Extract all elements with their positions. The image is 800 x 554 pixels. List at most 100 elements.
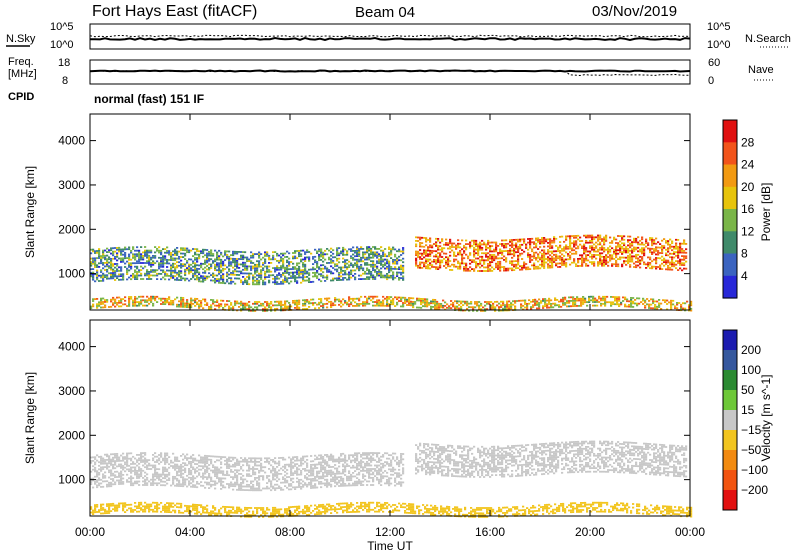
echo-cell <box>348 298 351 300</box>
echo-cell <box>572 507 575 510</box>
echo-cell <box>256 267 259 270</box>
echo-cell <box>489 261 492 263</box>
echo-cell <box>468 309 471 312</box>
echo-cell <box>374 301 377 303</box>
echo-cell <box>92 298 95 301</box>
echo-cell <box>680 511 683 514</box>
echo-cell <box>580 503 583 506</box>
echo-cell <box>615 261 618 264</box>
echo-cell <box>492 510 495 513</box>
echo-cell <box>344 502 347 505</box>
echo-cell <box>611 256 614 258</box>
echo-cell <box>374 269 377 271</box>
echo-cell <box>330 265 333 268</box>
echo-cell <box>490 308 493 310</box>
echo-cell <box>342 250 345 253</box>
echo-cell <box>110 265 113 267</box>
echo-cell <box>218 264 221 266</box>
echo-cell <box>328 249 331 252</box>
echo-cell <box>228 268 231 271</box>
echo-cell <box>194 278 197 281</box>
echo-cell <box>623 260 626 262</box>
echo-cell <box>384 253 387 256</box>
echo-cell <box>290 280 293 283</box>
echo-cell <box>328 297 331 300</box>
echo-cell <box>172 271 175 274</box>
echo-cell <box>370 276 373 279</box>
echo-cell <box>148 256 151 259</box>
echo-cell <box>328 301 331 303</box>
echo-cell <box>583 249 586 251</box>
echo-cell <box>425 240 428 243</box>
echo-cell <box>140 302 143 305</box>
echo-cell <box>499 269 502 272</box>
echo-cell <box>422 513 425 515</box>
echo-cell <box>190 263 193 266</box>
echo-cell <box>304 505 307 507</box>
echo-cell <box>466 302 469 305</box>
echo-cell <box>198 307 201 309</box>
echo-cell <box>647 256 650 259</box>
echo-cell <box>184 268 187 271</box>
echo-cell <box>136 304 139 307</box>
echo-cell <box>677 249 680 252</box>
echo-cell <box>504 307 507 310</box>
echo-cell <box>236 252 239 255</box>
echo-cell <box>344 509 347 512</box>
echo-cell <box>658 299 661 301</box>
echo-cell <box>542 509 545 512</box>
echo-cell <box>262 269 265 271</box>
echo-cell <box>611 240 614 242</box>
echo-cell <box>400 300 403 302</box>
echo-cell <box>370 299 373 302</box>
echo-cell <box>268 276 271 278</box>
echo-cell <box>274 269 277 271</box>
echo-cell <box>94 273 97 276</box>
echo-cell <box>607 256 610 258</box>
echo-cell <box>616 296 619 299</box>
echo-cell <box>364 503 367 506</box>
echo-cell <box>644 301 647 304</box>
echo-cell <box>256 301 259 303</box>
echo-cell <box>300 253 303 256</box>
echo-cell <box>487 252 490 255</box>
echo-cell <box>479 270 482 272</box>
echo-cell <box>380 260 383 263</box>
echo-cell <box>378 255 381 257</box>
echo-cell <box>250 251 253 254</box>
echo-cell <box>666 507 669 510</box>
echo-cell <box>633 262 636 265</box>
echo-cell <box>316 271 319 274</box>
echo-cell <box>501 253 504 256</box>
echo-cell <box>198 299 201 302</box>
echo-cell <box>150 269 153 271</box>
echo-cell <box>569 238 572 241</box>
echo-cell <box>380 267 383 270</box>
echo-cell <box>262 279 265 282</box>
echo-cell <box>679 264 682 266</box>
echo-cell <box>670 306 673 309</box>
echo-cell <box>524 512 527 515</box>
echo-cell <box>482 507 485 509</box>
echo-cell <box>92 305 95 308</box>
echo-cell <box>507 267 510 270</box>
echo-cell <box>334 256 337 259</box>
echo-cell <box>459 250 462 252</box>
echo-cell <box>140 503 143 506</box>
echo-cell <box>535 242 538 245</box>
echo-cell <box>190 302 193 305</box>
echo-cell <box>673 245 676 248</box>
echo-cell <box>298 308 301 311</box>
echo-cell <box>102 302 105 305</box>
echo-cell <box>140 256 143 259</box>
echo-cell <box>112 272 115 274</box>
echo-cell <box>294 278 297 281</box>
echo-cell <box>360 264 363 266</box>
echo-cell <box>633 248 636 251</box>
echo-cell <box>519 245 522 248</box>
echo-cell <box>220 303 223 306</box>
echo-cell <box>98 253 101 256</box>
echo-cell <box>254 310 257 312</box>
echo-cell <box>665 261 668 264</box>
echo-cell <box>124 502 127 505</box>
